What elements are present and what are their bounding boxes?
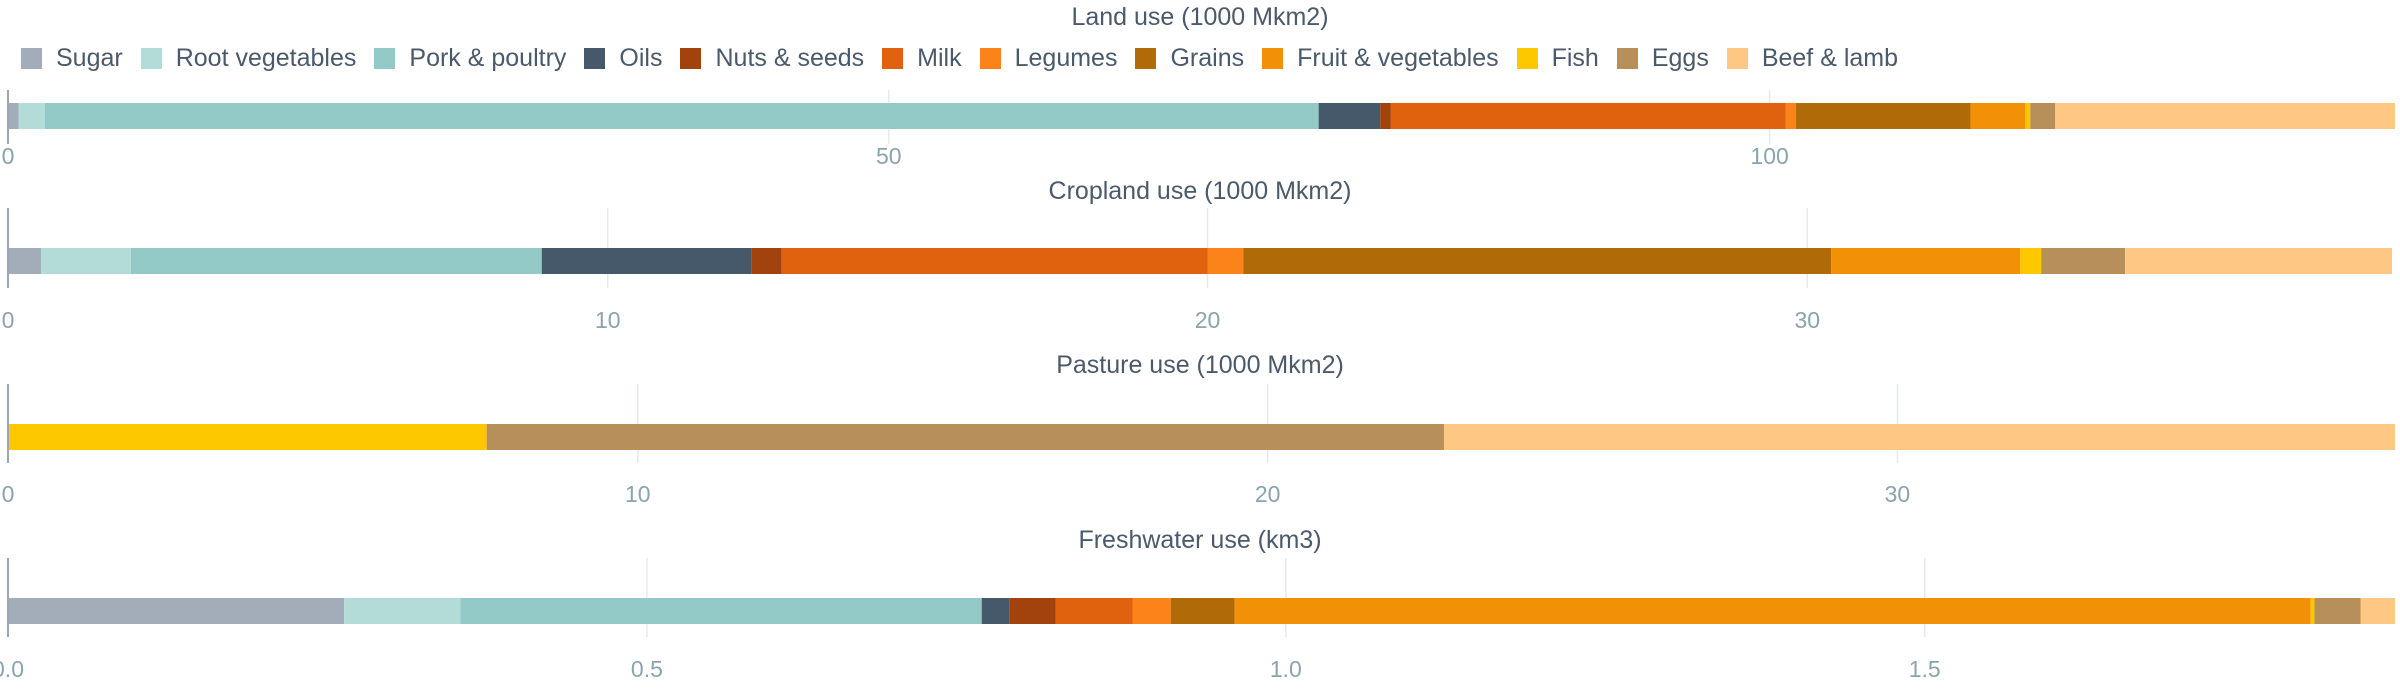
legend-swatch <box>1262 47 1284 69</box>
bar-segment <box>486 424 1444 450</box>
legend-label: Sugar <box>56 43 123 72</box>
legend-label: Fruit & vegetables <box>1297 43 1499 72</box>
legend-item[interactable]: Beef & lamb <box>1726 43 1899 73</box>
bar-segment <box>1970 103 2026 129</box>
bar-segment <box>2125 248 2393 274</box>
bar-segment <box>1234 598 2311 624</box>
bar-segment <box>2041 248 2126 274</box>
bar-segment <box>1170 598 1235 624</box>
legend-label: Legumes <box>1014 43 1118 72</box>
bar-segment <box>1055 598 1133 624</box>
bar-segment <box>981 598 1010 624</box>
tick-label: 100 <box>1750 143 1788 169</box>
legend-swatch <box>1135 47 1157 69</box>
tick-label: 10 <box>625 481 651 507</box>
chart-title: Pasture use (1000 Mkm2) <box>1056 351 1344 379</box>
legend-swatch <box>140 47 162 69</box>
tick-label: 0 <box>2 307 15 333</box>
tick-label: 0 <box>2 481 15 507</box>
bar-segment <box>1831 248 2021 274</box>
bar-segment <box>2030 103 2056 129</box>
legend-item[interactable]: Grains <box>1135 44 1244 73</box>
legend-label: Beef & lamb <box>1761 43 1899 72</box>
legend-item[interactable]: Eggs <box>1616 43 1709 73</box>
legend-swatch <box>374 47 396 69</box>
bar-segment <box>1443 424 2395 450</box>
legend-item[interactable]: Pork & poultry <box>374 44 566 73</box>
bar-segment <box>1318 103 1381 129</box>
legend-swatch <box>1726 47 1748 69</box>
legend-item[interactable]: Nuts & seeds <box>680 44 864 73</box>
tick-label: 30 <box>1885 481 1911 507</box>
legend-label: Milk <box>917 43 962 72</box>
tick-label: 1.0 <box>1270 656 1302 682</box>
bar-segment <box>2025 103 2031 129</box>
bar-segment <box>541 248 752 274</box>
chart-title: Cropland use (1000 Mkm2) <box>1049 177 1352 205</box>
legend-label: Root vegetables <box>175 43 357 72</box>
legend-swatch <box>1516 47 1538 69</box>
bar-segment <box>1785 103 1797 129</box>
bar-segment <box>460 598 982 624</box>
tick-label: 1.5 <box>1909 656 1941 682</box>
tick-label: 10 <box>595 307 621 333</box>
bar-segment <box>44 103 1319 129</box>
chart-title: Freshwater use (km3) <box>1078 526 1321 554</box>
bar-segment <box>1390 103 1786 129</box>
bar-segment <box>18 103 45 129</box>
chart-legend: Sugar Root vegetables Pork & poultry Oils Nu… <box>21 43 1916 73</box>
bar-segment <box>8 598 345 624</box>
legend-item[interactable]: Root vegetables <box>140 43 357 73</box>
bar-segment <box>2360 598 2395 624</box>
legend-swatch <box>1616 47 1638 69</box>
tick-label: 50 <box>876 143 902 169</box>
bar-segment <box>1009 598 1056 624</box>
bar-segment <box>344 598 461 624</box>
bar-segment <box>751 248 782 274</box>
chart-title: Land use (1000 Mkm2) <box>1071 3 1328 31</box>
bar-segment <box>1207 248 1244 274</box>
bar-segment <box>781 248 1208 274</box>
bar-segment <box>2310 598 2315 624</box>
legend-item[interactable]: Sugar <box>21 44 123 73</box>
bar-segment <box>1243 248 1832 274</box>
bar-segment <box>8 103 19 129</box>
bar-segment <box>40 248 131 274</box>
tick-label: 0.5 <box>631 656 663 682</box>
bar-segment <box>2055 103 2395 129</box>
legend-item[interactable]: Fruit & vegetables <box>1262 44 1499 73</box>
legend-label: Oils <box>619 43 663 72</box>
bar-segment <box>8 248 41 274</box>
tick-label: 20 <box>1255 481 1281 507</box>
legend-label: Pork & poultry <box>409 43 567 72</box>
bar-segment <box>1796 103 1971 129</box>
legend-item[interactable]: Legumes <box>979 43 1118 73</box>
tick-label: 30 <box>1794 307 1820 333</box>
legend-label: Grains <box>1170 43 1245 72</box>
bar-segment <box>2314 598 2361 624</box>
legend-label: Fish <box>1551 43 1599 72</box>
bar-segment <box>1132 598 1171 624</box>
legend-swatch <box>21 47 42 69</box>
legend-item[interactable]: Milk <box>882 43 962 73</box>
legend-swatch <box>979 47 1001 69</box>
bar-segment <box>1380 103 1391 129</box>
legend-label: Nuts & seeds <box>715 43 865 72</box>
bar-segment <box>8 424 487 450</box>
tick-label: 20 <box>1195 307 1221 333</box>
tick-label: 0.0 <box>0 656 24 682</box>
legend-swatch <box>680 47 702 69</box>
legend-label: Eggs <box>1651 43 1709 72</box>
legend-swatch <box>882 47 904 69</box>
bar-segment <box>2020 248 2042 274</box>
legend-item[interactable]: Fish <box>1516 43 1599 73</box>
legend-item[interactable]: Oils <box>584 44 662 73</box>
bar-segment <box>130 248 542 274</box>
tick-label: 0 <box>2 143 15 169</box>
legend-swatch <box>584 47 606 69</box>
